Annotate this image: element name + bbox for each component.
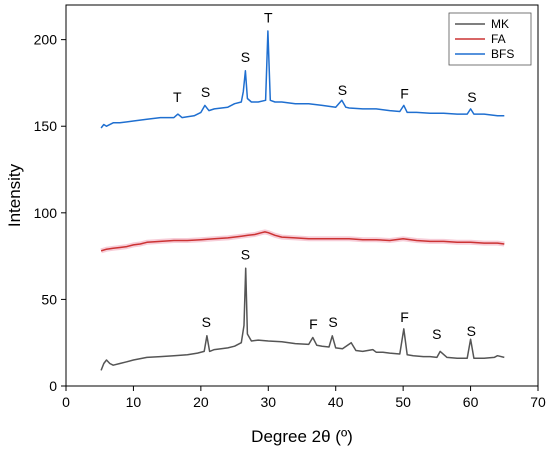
y-tick-label: 200 xyxy=(34,32,58,48)
y-axis-title: Intensity xyxy=(5,163,24,227)
peak-label: T xyxy=(264,9,273,25)
y-tick-label: 100 xyxy=(34,205,58,221)
x-tick-label: 0 xyxy=(62,394,70,410)
peak-label: F xyxy=(309,316,318,332)
peak-label: S xyxy=(201,84,210,100)
y-tick-label: 150 xyxy=(34,118,58,134)
peak-label: S xyxy=(338,82,347,98)
x-axis-title: Degree 2θ (º) xyxy=(251,427,353,446)
peak-label: T xyxy=(173,89,182,105)
peak-label: F xyxy=(400,86,409,102)
x-axis: 0 10 20 30 40 50 60 70 xyxy=(62,386,546,410)
y-tick-label: 50 xyxy=(41,291,57,307)
x-tick-label: 60 xyxy=(463,394,479,410)
x-tick-label: 40 xyxy=(328,394,344,410)
x-tick-label: 30 xyxy=(260,394,276,410)
x-tick-label: 20 xyxy=(193,394,209,410)
peak-label: S xyxy=(241,49,250,65)
series-line-bfs xyxy=(100,30,505,129)
peak-label: S xyxy=(467,323,476,339)
peak-label: S xyxy=(467,89,476,105)
x-tick-label: 50 xyxy=(395,394,411,410)
peak-label: S xyxy=(432,326,441,342)
series-line-mk xyxy=(100,267,505,371)
peak-label: F xyxy=(400,309,409,325)
plot-frame xyxy=(65,4,539,387)
legend-label: MK xyxy=(491,17,509,31)
peak-label: S xyxy=(328,314,337,330)
peak-label: S xyxy=(241,247,250,263)
y-axis: 0 50 100 150 200 xyxy=(34,32,66,394)
x-tick-label: 70 xyxy=(530,394,546,410)
x-tick-label: 10 xyxy=(126,394,142,410)
legend-label: BFS xyxy=(491,47,514,61)
peak-label: S xyxy=(202,314,211,330)
legend-box xyxy=(448,12,532,66)
series-line-fa xyxy=(100,231,505,252)
legend-label: FA xyxy=(491,32,506,46)
y-tick-label: 0 xyxy=(49,378,57,394)
